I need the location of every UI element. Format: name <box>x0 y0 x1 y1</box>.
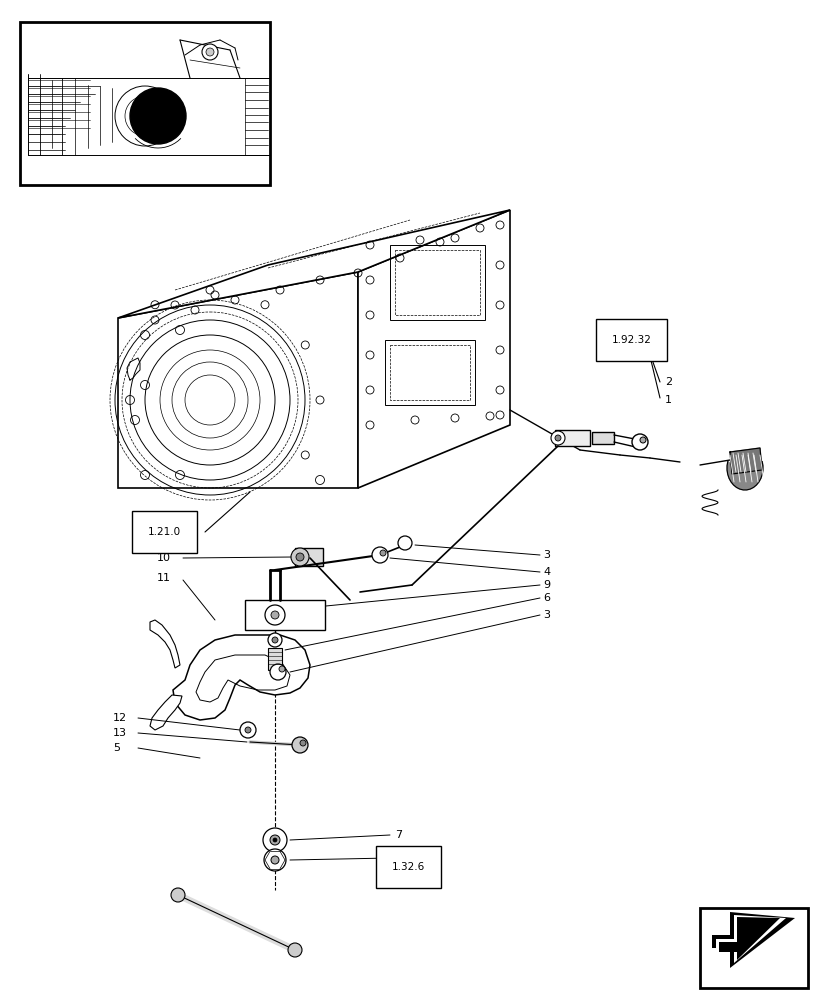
Bar <box>268 648 282 670</box>
Polygon shape <box>150 695 182 730</box>
Text: 7: 7 <box>394 830 402 840</box>
Polygon shape <box>715 915 785 966</box>
Circle shape <box>270 856 279 864</box>
Text: 2: 2 <box>664 377 672 387</box>
Circle shape <box>265 605 284 625</box>
Circle shape <box>273 838 277 842</box>
Text: 1.21.0: 1.21.0 <box>148 527 181 537</box>
Circle shape <box>631 434 648 450</box>
Circle shape <box>130 88 186 144</box>
Circle shape <box>263 828 287 852</box>
Circle shape <box>272 637 278 643</box>
Text: 5: 5 <box>112 743 120 753</box>
Circle shape <box>295 553 304 561</box>
Bar <box>294 548 323 566</box>
Circle shape <box>268 633 282 647</box>
Bar <box>699 908 807 988</box>
Circle shape <box>125 96 165 136</box>
Bar <box>385 340 475 405</box>
Circle shape <box>270 611 279 619</box>
Text: 1.32.6: 1.32.6 <box>391 862 425 872</box>
Polygon shape <box>729 448 761 474</box>
Circle shape <box>380 550 385 556</box>
Polygon shape <box>357 210 509 488</box>
Polygon shape <box>718 917 779 962</box>
Circle shape <box>240 722 256 738</box>
Text: 9: 9 <box>543 580 549 590</box>
Circle shape <box>550 431 564 445</box>
Polygon shape <box>245 600 325 630</box>
Text: 1: 1 <box>664 395 672 405</box>
Bar <box>20 22 270 185</box>
Text: 3: 3 <box>543 550 549 560</box>
Circle shape <box>279 666 284 672</box>
Polygon shape <box>118 210 509 318</box>
Polygon shape <box>118 272 357 488</box>
Bar <box>390 345 470 400</box>
Text: 8: 8 <box>394 853 402 863</box>
Circle shape <box>245 727 251 733</box>
Text: 4: 4 <box>543 567 549 577</box>
Polygon shape <box>150 620 179 668</box>
Circle shape <box>554 435 561 441</box>
Circle shape <box>115 86 174 146</box>
Text: 3: 3 <box>543 610 549 620</box>
Bar <box>390 245 485 320</box>
Text: 11: 11 <box>157 573 171 583</box>
Circle shape <box>288 943 302 957</box>
Circle shape <box>270 664 285 680</box>
Circle shape <box>398 536 412 550</box>
Circle shape <box>292 737 308 753</box>
Circle shape <box>299 740 306 746</box>
Circle shape <box>171 888 184 902</box>
Bar <box>591 432 614 444</box>
Circle shape <box>206 48 213 56</box>
Text: 10: 10 <box>157 553 171 563</box>
Circle shape <box>270 835 280 845</box>
Text: 12: 12 <box>112 713 127 723</box>
Circle shape <box>371 547 388 563</box>
Text: 1.92.32: 1.92.32 <box>611 335 651 345</box>
Text: 13: 13 <box>112 728 127 738</box>
Circle shape <box>290 548 308 566</box>
Polygon shape <box>711 912 794 972</box>
Circle shape <box>264 849 285 871</box>
Bar <box>394 250 480 315</box>
Text: 6: 6 <box>543 593 549 603</box>
Polygon shape <box>726 461 762 490</box>
Bar <box>554 430 590 446</box>
Circle shape <box>639 437 645 443</box>
Circle shape <box>202 44 218 60</box>
Polygon shape <box>173 635 309 720</box>
